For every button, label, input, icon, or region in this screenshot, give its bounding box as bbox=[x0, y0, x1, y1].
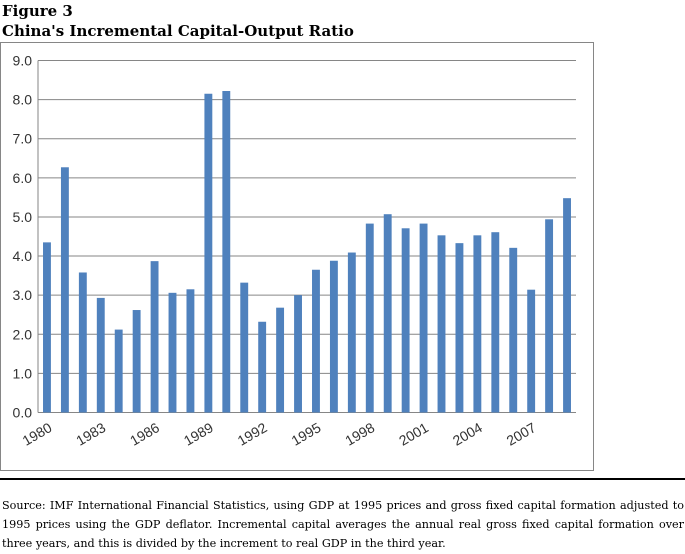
bar-2005 bbox=[491, 232, 500, 413]
bar-2001 bbox=[419, 223, 428, 413]
bar-1996 bbox=[329, 260, 338, 413]
source-note: Source: IMF International Financial Stat… bbox=[2, 499, 684, 550]
bar-1992 bbox=[258, 321, 267, 413]
y-tick-label: 8.0 bbox=[13, 92, 33, 108]
bar-1998 bbox=[365, 223, 374, 413]
bar-1984 bbox=[114, 329, 123, 413]
y-tick-label: 1.0 bbox=[13, 365, 33, 381]
bars bbox=[43, 91, 571, 413]
bar-1989 bbox=[204, 93, 213, 413]
y-axis-tick-labels: 0.0 1.0 2.0 3.0 4.0 5.0 6.0 7.0 8.0 9.0 bbox=[13, 53, 33, 421]
bar-1983 bbox=[96, 297, 105, 413]
bar-1999 bbox=[383, 214, 392, 413]
bar-chart: 0.01.02.03.04.05.06.07.08.09.0 1980 1983 1… bbox=[0, 42, 594, 471]
bar-1997 bbox=[347, 252, 356, 413]
y-tick-label: 2.0 bbox=[13, 326, 33, 342]
y-tick-label: 6.0 bbox=[13, 170, 33, 186]
bar-2002 bbox=[437, 235, 446, 413]
bar-1988 bbox=[186, 289, 195, 413]
chart-title: China's Incremental Capital-Output Ratio bbox=[2, 22, 354, 40]
divider bbox=[0, 478, 685, 480]
y-tick-label: 9.0 bbox=[13, 53, 33, 69]
bar-1987 bbox=[168, 292, 177, 413]
bar-1981 bbox=[60, 167, 69, 413]
y-tick-label: 3.0 bbox=[13, 287, 33, 303]
bar-2004 bbox=[473, 235, 482, 413]
figure-label: Figure 3 bbox=[2, 2, 73, 20]
chart-area: 0.0 1.0 2.0 3.0 4.0 5.0 6.0 7.0 8.0 9.0 1980 1983 1… bbox=[0, 42, 685, 477]
bar-2008 bbox=[545, 219, 554, 413]
bar-1980 bbox=[43, 242, 51, 413]
bar-2000 bbox=[401, 228, 410, 413]
bar-1993 bbox=[276, 307, 285, 413]
bar-1990 bbox=[222, 91, 231, 413]
bar-2007 bbox=[527, 289, 536, 413]
y-tick-label: 4.0 bbox=[13, 248, 33, 264]
bar-1995 bbox=[312, 269, 320, 413]
bar-1986 bbox=[150, 261, 159, 413]
bar-1991 bbox=[240, 282, 249, 413]
y-tick-label: 7.0 bbox=[13, 131, 33, 147]
y-tick-label: 0.0 bbox=[13, 405, 33, 421]
bar-2003 bbox=[455, 243, 464, 413]
y-tick-label: 5.0 bbox=[13, 209, 33, 225]
bar-1994 bbox=[294, 295, 302, 413]
bar-1985 bbox=[132, 310, 141, 413]
bar-2009 bbox=[563, 198, 571, 413]
bar-2006 bbox=[509, 247, 518, 413]
gridlines bbox=[37, 60, 576, 413]
bar-1982 bbox=[78, 272, 87, 413]
